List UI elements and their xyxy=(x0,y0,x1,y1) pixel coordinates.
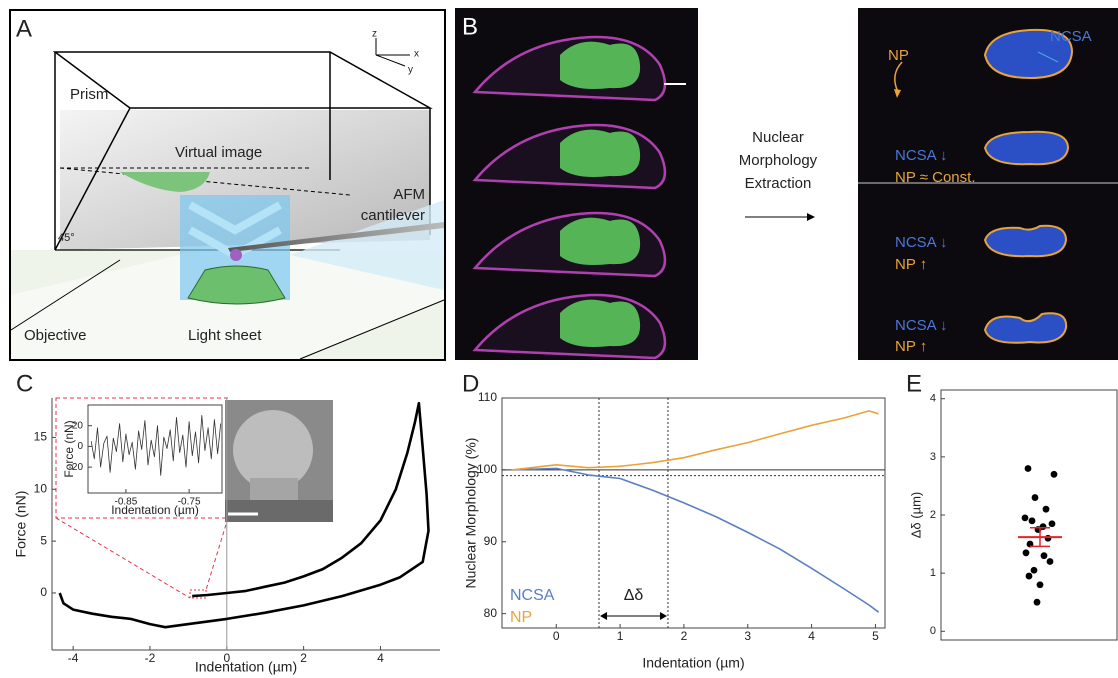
panel-label: E xyxy=(906,370,922,397)
y-tick-label: 100 xyxy=(477,462,497,476)
figure: A Prism Virtual image AFM cantilever 45°… xyxy=(0,0,1118,678)
y-tick-label: 110 xyxy=(478,390,497,404)
y-axis-title: Force (nN) xyxy=(62,420,76,477)
y-tick-label: 10 xyxy=(34,481,48,495)
axis-letter: z xyxy=(372,29,377,40)
data-point xyxy=(1023,549,1030,556)
y-tick-label: 3 xyxy=(930,451,936,463)
x-tick-label: 3 xyxy=(744,629,751,643)
process-label: Morphology xyxy=(739,152,818,169)
np-label: NP xyxy=(888,47,909,64)
x-tick-label: 4 xyxy=(808,629,815,643)
process-label: Extraction xyxy=(745,175,812,192)
data-point xyxy=(1031,567,1038,574)
data-point xyxy=(1034,599,1041,606)
data-point xyxy=(1037,581,1044,588)
x-axis-title: Indentation (µm) xyxy=(111,503,199,517)
y-tick-label: 0 xyxy=(77,441,83,452)
data-point xyxy=(1045,535,1052,542)
label: cantilever xyxy=(361,207,425,224)
label: AFM xyxy=(393,186,425,203)
label: Light sheet xyxy=(188,327,262,344)
y-tick-label: 5 xyxy=(40,533,47,547)
np-label: NP ≈ Const. xyxy=(895,169,976,186)
x-axis-title: Indentation (µm) xyxy=(642,655,744,671)
plot-frame xyxy=(502,398,885,628)
data-point xyxy=(1047,558,1054,565)
data-line xyxy=(512,468,879,612)
arrow-head xyxy=(600,612,607,620)
data-point xyxy=(1029,517,1036,524)
ncsa-label: NCSA ↓ xyxy=(895,147,948,164)
process-label: Nuclear xyxy=(752,129,804,146)
x-axis-title: Indentation (µm) xyxy=(195,659,297,675)
data-point xyxy=(1049,520,1056,527)
annotation: Δδ xyxy=(624,587,644,604)
y-tick-label: 90 xyxy=(484,534,498,548)
label: Virtual image xyxy=(175,144,262,161)
x-tick-label: 0 xyxy=(553,629,560,643)
ncsa-label: NCSA ↓ xyxy=(895,317,948,334)
legend-entry: NCSA xyxy=(510,587,555,604)
x-tick-label: 5 xyxy=(872,629,879,643)
np-label: NP ↑ xyxy=(895,338,927,355)
x-tick-label: 2 xyxy=(300,651,307,665)
y-tick-label: 15 xyxy=(34,430,48,444)
y-tick-label: 0 xyxy=(930,625,936,637)
panel-b: B Nuclear Morphology Extraction NP NCSA … xyxy=(455,8,1118,360)
data-point xyxy=(1022,515,1029,522)
x-tick-label: 2 xyxy=(681,629,688,643)
y-axis-title: Δδ (µm) xyxy=(908,492,923,539)
x-tick-label: 1 xyxy=(617,629,624,643)
plot-frame xyxy=(941,390,1117,640)
panel-a: A Prism Virtual image AFM cantilever 45°… xyxy=(10,10,445,360)
x-tick-label: -4 xyxy=(68,651,79,665)
label: Prism xyxy=(70,86,108,103)
arrow-head xyxy=(660,612,667,620)
legend-entry: NP xyxy=(510,609,532,626)
data-point xyxy=(1032,494,1039,501)
data-point xyxy=(1026,573,1033,580)
data-line xyxy=(512,411,879,470)
data-point xyxy=(1043,506,1050,513)
np-label: NP ↑ xyxy=(895,256,927,273)
data-point xyxy=(1025,465,1032,472)
axis-letter: x xyxy=(414,49,419,60)
y-tick-label: 80 xyxy=(484,606,498,620)
x-tick-label: -2 xyxy=(145,651,156,665)
y-axis-title: Force (nN) xyxy=(13,491,29,558)
y-axis-title: Nuclear Morphology (%) xyxy=(463,438,479,589)
data-point xyxy=(1051,471,1058,478)
data-point xyxy=(1041,552,1048,559)
ncsa-label: NCSA xyxy=(1050,28,1092,45)
panel-label: B xyxy=(462,13,478,40)
panel-label: A xyxy=(16,15,32,42)
x-tick-label: 4 xyxy=(377,651,384,665)
y-tick-label: 4 xyxy=(930,393,936,405)
y-tick-label: 1 xyxy=(930,567,936,579)
y-tick-label: 2 xyxy=(930,509,936,521)
ncsa-label: NCSA ↓ xyxy=(895,234,948,251)
label: 45° xyxy=(58,232,75,244)
panel-label: C xyxy=(16,370,33,397)
y-tick-label: 0 xyxy=(40,585,47,599)
axis-letter: y xyxy=(408,65,413,76)
label: Objective xyxy=(24,327,87,344)
panel-label: D xyxy=(462,370,479,397)
